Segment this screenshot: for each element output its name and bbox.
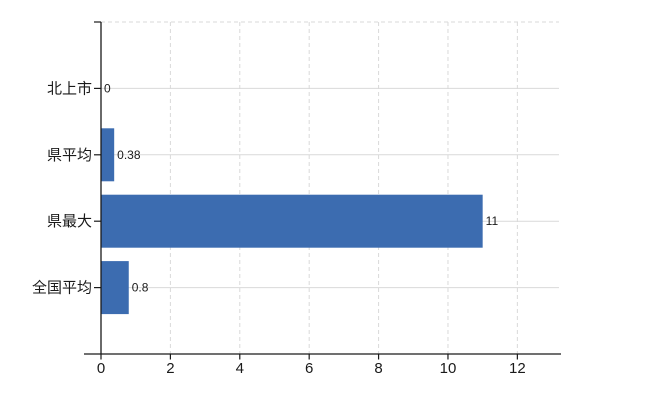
x-tick-label: 12 [509,360,526,377]
bar [101,261,129,315]
x-tick-label: 10 [440,360,457,377]
bar [101,194,483,248]
x-tick-label: 4 [236,360,244,377]
category-label: 県最大 [47,213,92,230]
x-tick-label: 8 [374,360,382,377]
value-label: 0.8 [132,281,149,295]
value-label: 0 [104,81,111,95]
x-tick-label: 0 [97,360,105,377]
category-label: 全国平均 [32,279,92,297]
category-label: 県平均 [47,147,92,164]
x-tick-label: 6 [305,360,313,377]
value-label: 0.38 [117,148,141,162]
value-label: 11 [486,214,499,228]
x-tick-label: 2 [166,360,174,377]
bar [101,128,115,182]
category-label: 北上市 [47,80,92,97]
